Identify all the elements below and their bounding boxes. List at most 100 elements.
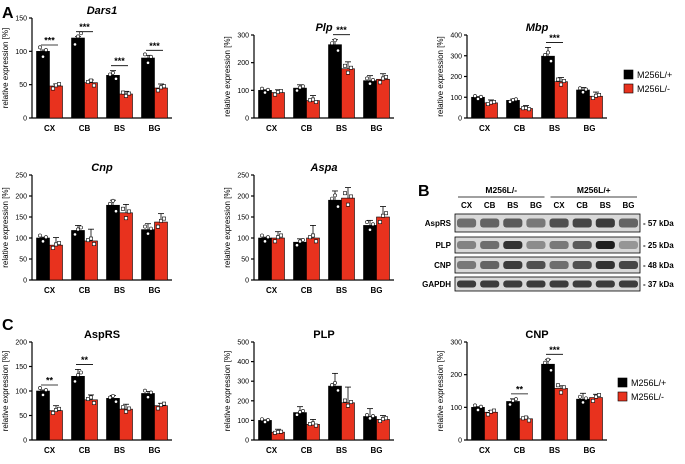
bar-wt (328, 199, 342, 281)
replicate-dot (108, 201, 112, 206)
replicate-dot (162, 84, 166, 89)
y-tick-label: 100 (15, 49, 27, 56)
blot-band (618, 218, 638, 228)
replicate-dot (143, 224, 147, 229)
replicate-dot (368, 81, 372, 86)
replicate-dot (76, 34, 80, 39)
replicate-dot (336, 388, 340, 393)
category-label: CX (266, 446, 278, 455)
panel-label-c: C (2, 317, 14, 334)
y-tick-label: 50 (19, 257, 27, 264)
chart-title: Plp (315, 22, 332, 34)
replicate-dot (384, 211, 388, 216)
bar-mut (154, 405, 168, 441)
blot-lane-label: BG (530, 201, 542, 210)
legend-label: M256L/+ (631, 378, 666, 388)
blot-band (503, 241, 523, 249)
bar-wt (36, 390, 50, 441)
bar-mut (306, 237, 320, 281)
bar-mut (341, 402, 355, 441)
replicate-dot (127, 91, 131, 96)
replicate-dot (108, 395, 112, 400)
replicate-dot (349, 194, 353, 199)
y-axis-label: relative expression [%] (436, 36, 445, 116)
significance-label: *** (149, 41, 160, 51)
replicate-dot (314, 239, 318, 244)
blot-band (572, 261, 592, 269)
replicate-dot (556, 77, 560, 82)
replicate-dot (124, 94, 128, 98)
blot-size-label: - 37 kDa (643, 280, 674, 289)
bar-mut (484, 411, 498, 441)
blot-band (572, 280, 592, 288)
replicate-dot (333, 193, 337, 198)
blot-size-label: - 48 kDa (643, 261, 674, 270)
y-tick-label: 100 (237, 236, 249, 243)
replicate-dot (559, 82, 563, 87)
bar-wt (106, 75, 120, 119)
replicate-dot (121, 405, 125, 410)
legend-label: M256L/- (631, 392, 664, 402)
category-label: CB (514, 124, 526, 133)
replicate-dot (57, 82, 61, 86)
bar-wt (541, 363, 555, 441)
replicate-dot (57, 406, 61, 411)
blot-band (526, 218, 546, 228)
replicate-dot (336, 204, 340, 209)
category-label: BS (549, 446, 561, 455)
replicate-dot (581, 400, 585, 405)
blot-row-label: GAPDH (422, 280, 451, 289)
replicate-dot (486, 412, 490, 417)
bar-wt (141, 393, 155, 441)
bar-wt (71, 230, 85, 281)
blot-row-label: PLP (435, 241, 451, 250)
replicate-dot (162, 401, 166, 406)
bar-mut (554, 81, 568, 119)
y-tick-label: 150 (237, 215, 249, 222)
y-tick-label: 300 (450, 53, 462, 60)
bar-wt (141, 229, 155, 281)
blot-band (572, 241, 592, 249)
category-label: BS (336, 124, 348, 133)
bar-wt (258, 90, 272, 119)
replicate-dot (146, 231, 150, 236)
replicate-dot (38, 45, 42, 50)
y-axis-label: relative expression [%] (436, 351, 445, 431)
category-label: CX (266, 124, 278, 133)
replicate-dot (266, 87, 270, 92)
y-tick-label: 200 (237, 398, 249, 405)
bar-wt (363, 225, 377, 281)
category-label: CB (301, 286, 313, 295)
replicate-dot (371, 414, 375, 418)
replicate-dot (584, 396, 588, 401)
replicate-dot (314, 423, 318, 428)
replicate-dot (156, 406, 160, 411)
replicate-dot (556, 383, 560, 388)
replicate-dot (57, 241, 61, 245)
bar-mut (84, 399, 98, 441)
category-label: CX (266, 286, 278, 295)
charts-layer: Dars1 relative expression [%] 0 50 100 150 CX *… (1, 5, 607, 455)
blot-band (480, 218, 500, 228)
replicate-dot (368, 227, 372, 232)
blot-band (457, 280, 477, 288)
replicate-dot (473, 94, 477, 98)
replicate-dot (143, 388, 147, 393)
category-label: BG (371, 124, 383, 133)
chart-aspa: Aspa relative expression [%] 0 50 100 150 200 2… (223, 162, 394, 295)
chart-dars1: Dars1 relative expression [%] 0 50 100 150 CX *… (1, 5, 172, 133)
replicate-dot (514, 97, 518, 102)
replicate-dot (149, 54, 153, 59)
replicate-dot (89, 78, 93, 83)
replicate-dot (479, 94, 483, 99)
y-axis-label: relative expression [%] (223, 36, 232, 116)
replicate-dot (44, 48, 48, 52)
replicate-dot (549, 368, 553, 373)
chart-asprs: AspRS relative expression [%] 0 50 100 150 200… (1, 329, 172, 455)
category-label: BG (371, 286, 383, 295)
y-tick-label: 150 (15, 16, 27, 23)
blot-band (618, 241, 638, 249)
replicate-dot (581, 90, 585, 95)
legend-swatch (617, 391, 628, 402)
